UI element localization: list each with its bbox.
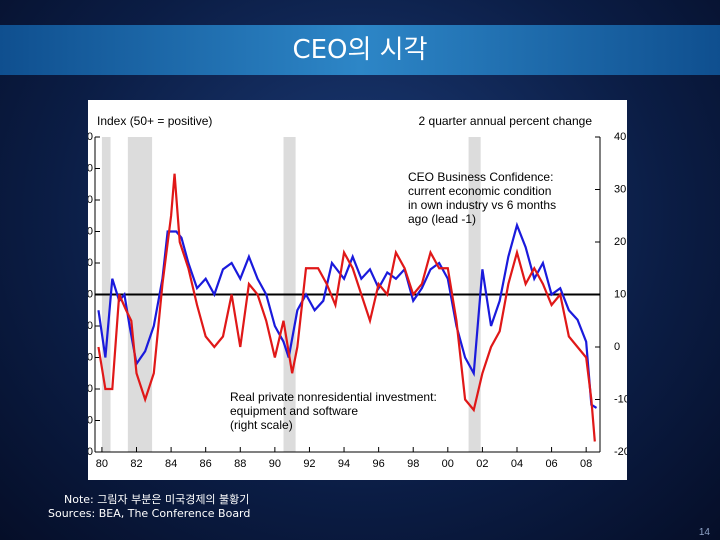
x-tick-label: 96 — [373, 458, 385, 470]
x-tick-label: 00 — [442, 458, 454, 470]
sources: Sources: BEA, The Conference Board — [48, 507, 251, 520]
y-tick-label: 0 — [88, 446, 93, 458]
chart-box: 0 10 20 30 40 50 60 70 80 90 100 -20 -10 0 10 20 30 40 80 8… — [75, 100, 630, 480]
y2-tick-label: 10 — [614, 288, 626, 300]
y-tick-label: 20 — [88, 383, 93, 395]
y2-tick-label: 40 — [614, 131, 626, 143]
y2-tick-label: 0 — [614, 341, 620, 353]
series-line — [97, 221, 598, 409]
x-tick-label: 02 — [476, 458, 488, 470]
x-tick-label: 08 — [580, 458, 592, 470]
y-tick-label: 30 — [88, 351, 93, 363]
y-tick-label: 90 — [88, 162, 93, 174]
x-tick-label: 04 — [511, 458, 523, 470]
title-bar — [0, 25, 720, 75]
x-tick-label: 06 — [545, 458, 557, 470]
y-tick-label: 60 — [88, 257, 93, 269]
right-axis-label: 2 quarter annual percent change — [419, 114, 593, 128]
annotation: (right scale) — [230, 418, 293, 432]
x-tick-label: 94 — [338, 458, 350, 470]
annotation: equipment and software — [230, 404, 358, 418]
y-tick-label: 70 — [88, 225, 93, 237]
annotation: current economic condition — [408, 184, 551, 198]
x-tick-label: 84 — [165, 458, 177, 470]
y2-tick-label: -10 — [614, 393, 627, 405]
annotation: CEO Business Confidence: — [408, 170, 553, 184]
x-tick-label: 80 — [96, 458, 108, 470]
annotation: ago (lead -1) — [408, 212, 476, 226]
page-number: 14 — [698, 527, 710, 538]
y-tick-label: 80 — [88, 194, 93, 206]
x-tick-label: 90 — [269, 458, 281, 470]
x-tick-label: 86 — [200, 458, 212, 470]
left-axis-label: Index (50+ = positive) — [97, 114, 212, 128]
x-tick-label: 98 — [407, 458, 419, 470]
chart: 0 10 20 30 40 50 60 70 80 90 100 -20 -10 0 10 20 30 40 80 8… — [75, 114, 630, 470]
y-tick-label: 50 — [88, 288, 93, 300]
slide-title: CEO의 시각 — [292, 35, 428, 65]
x-tick-label: 92 — [303, 458, 315, 470]
x-tick-label: 82 — [130, 458, 142, 470]
y2-tick-label: 30 — [614, 183, 626, 195]
y2-tick-label: -20 — [614, 446, 627, 458]
annotation: Real private nonresidential investment: — [230, 390, 437, 404]
x-tick-label: 88 — [234, 458, 246, 470]
y2-tick-label: 20 — [614, 236, 626, 248]
series-line — [97, 173, 596, 442]
annotation: in own industry vs 6 months — [408, 198, 556, 212]
y-tick-label: 40 — [88, 320, 93, 332]
y-tick-label: 100 — [88, 131, 93, 143]
y-tick-label: 10 — [88, 414, 93, 426]
note: Note: 그림자 부분은 미국경제의 불황기 — [64, 493, 250, 506]
